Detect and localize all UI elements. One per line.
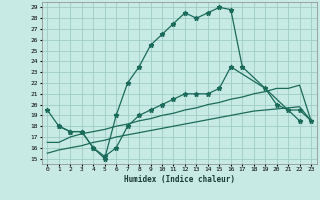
- X-axis label: Humidex (Indice chaleur): Humidex (Indice chaleur): [124, 175, 235, 184]
